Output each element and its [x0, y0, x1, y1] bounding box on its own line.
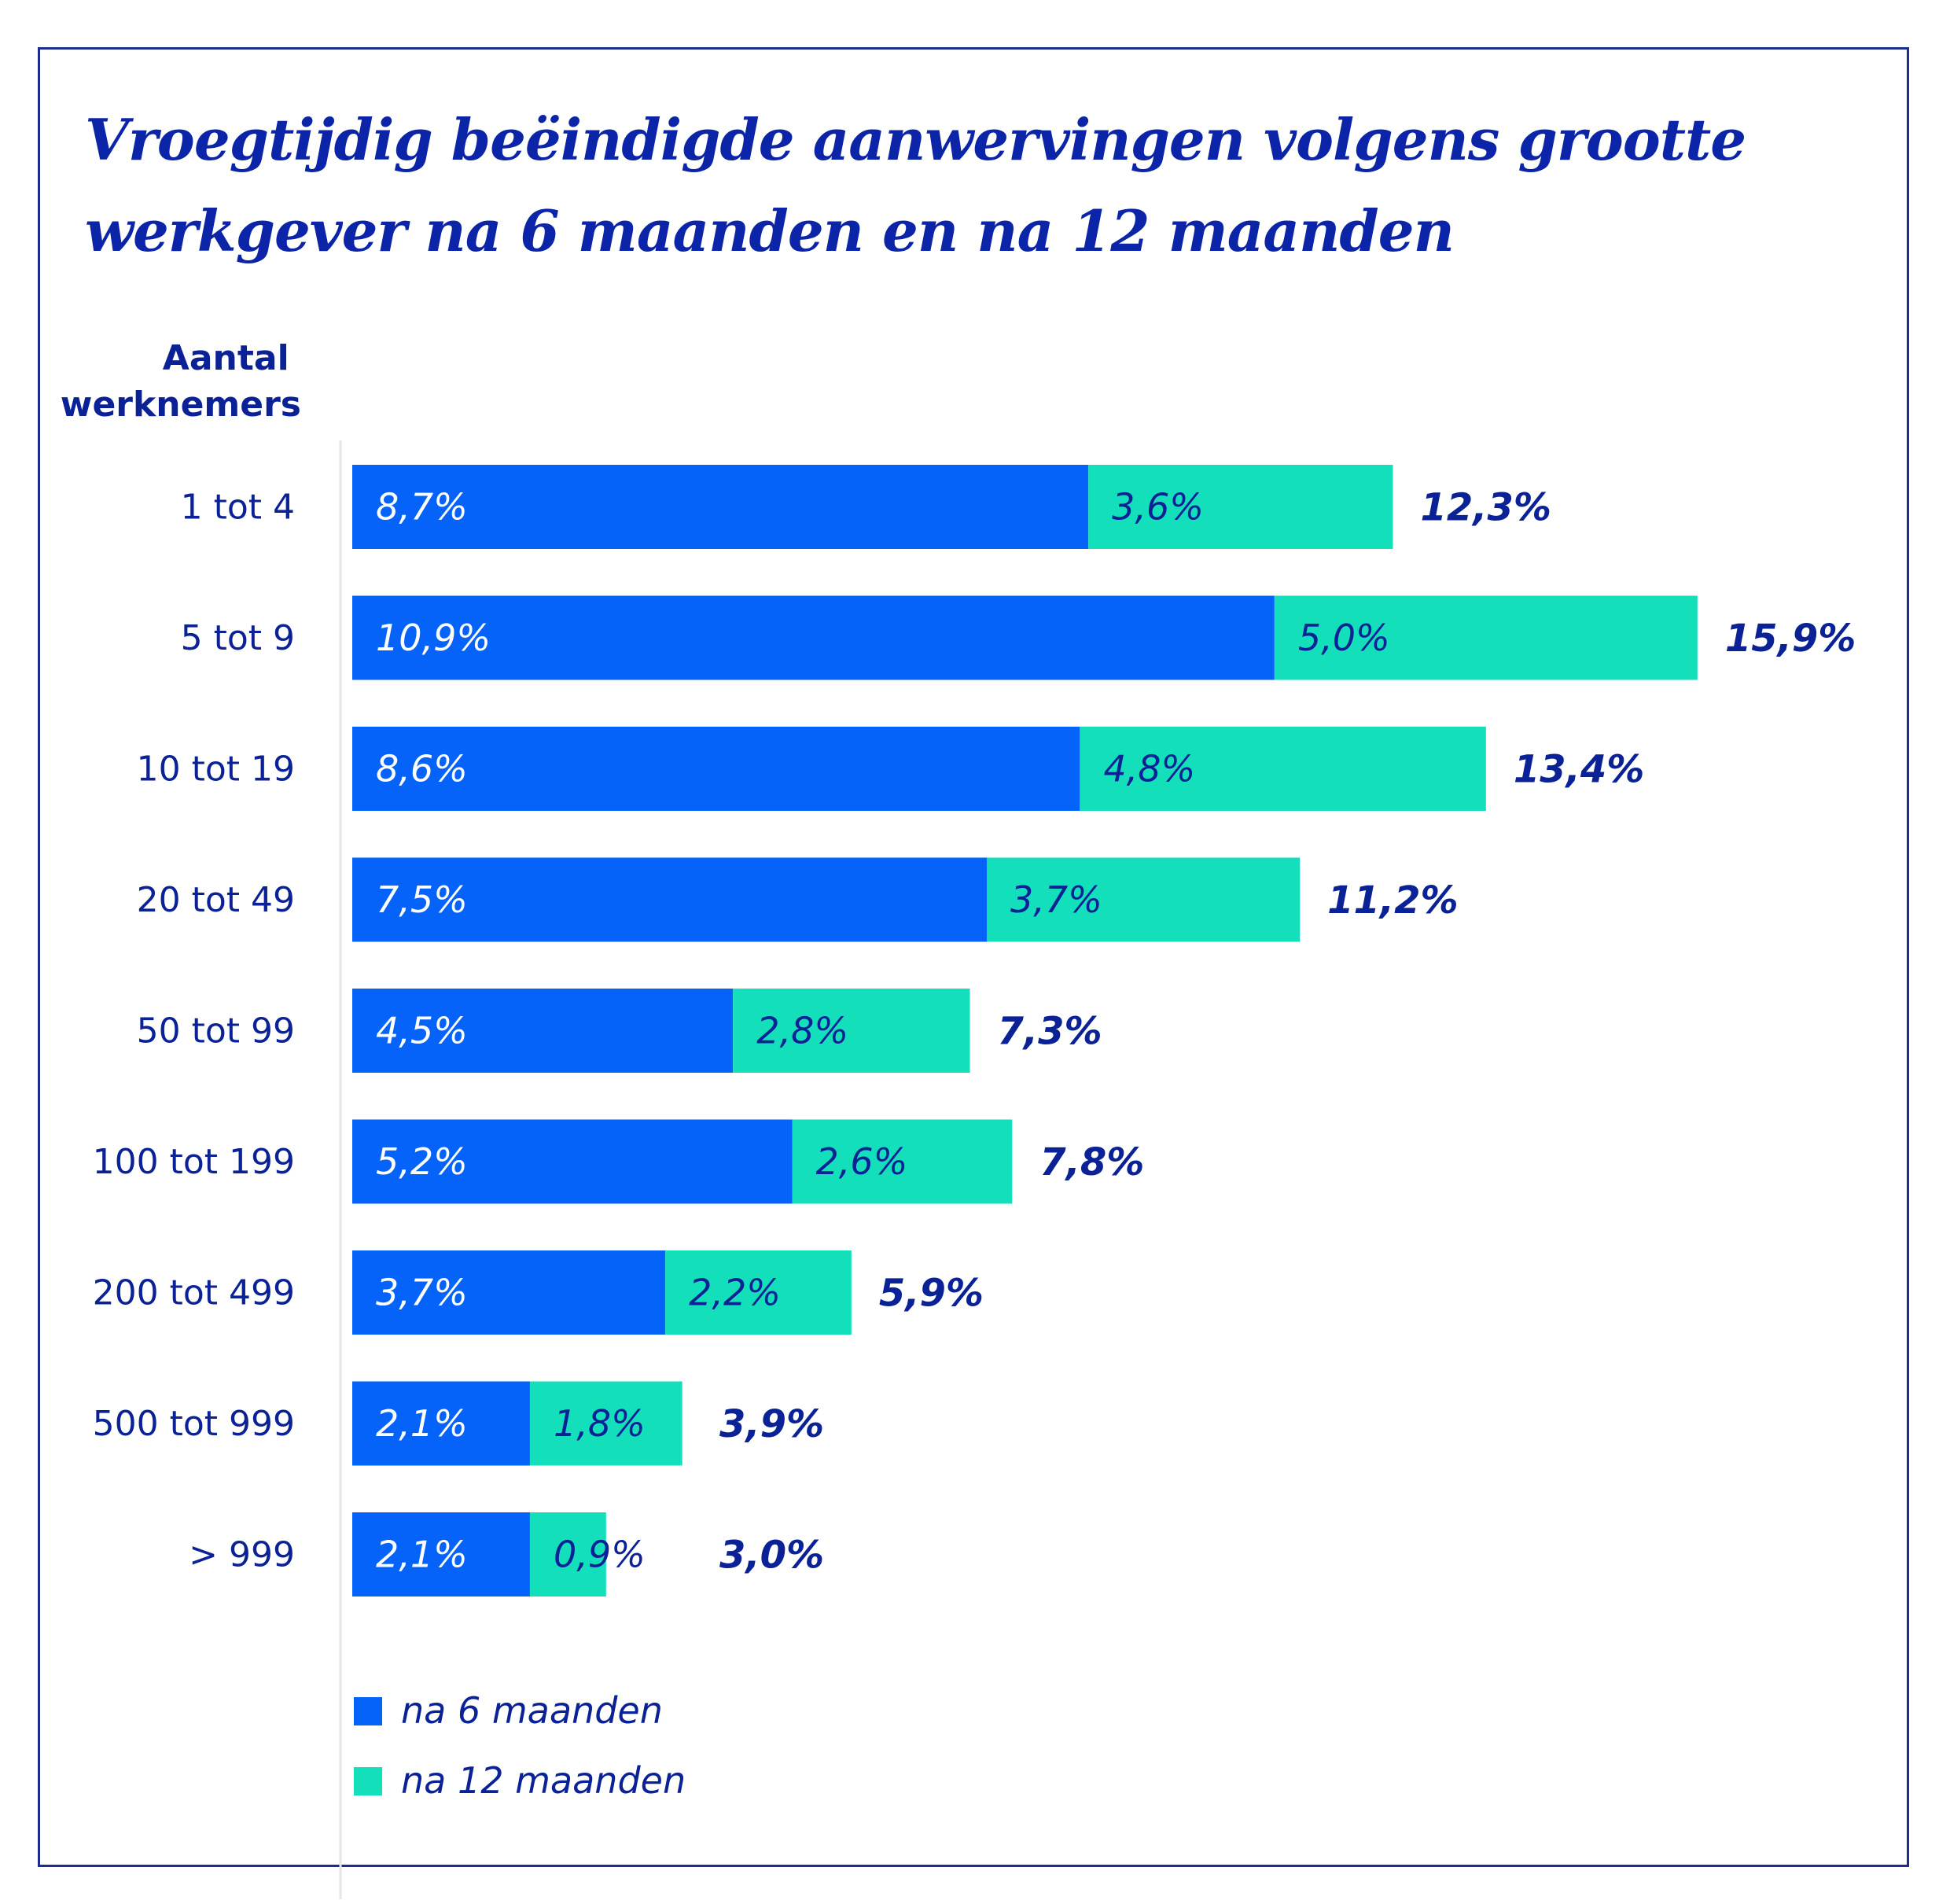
bar-segment-6-maanden [352, 1119, 793, 1204]
bar-total-label: 11,2% [1327, 878, 1459, 923]
bar-segment-12-maanden [665, 1250, 852, 1335]
bar-total-label: 13,4% [1514, 748, 1645, 792]
bar-segment-6-maanden [352, 989, 734, 1073]
bar-segment-12-maanden [792, 1119, 1013, 1204]
bar-segment-12-maanden [529, 1381, 682, 1466]
bar-total-label: 7,8% [1039, 1140, 1144, 1184]
bar-value-label-12-maanden: 2,6% [816, 1140, 908, 1183]
chart-title: Vroegtijdig beëindigde aanwervingen volg… [85, 106, 1746, 264]
y-axis-title-line-1: Aantal [163, 338, 289, 378]
category-label: 5 tot 9 [181, 618, 295, 658]
category-label: 50 tot 99 [137, 1011, 295, 1051]
bar-segment-12-maanden [529, 1512, 606, 1596]
legend-swatch [354, 1697, 382, 1725]
bar-segment-6-maanden [352, 1250, 666, 1335]
bar-segment-12-maanden [1080, 727, 1486, 811]
bar-segment-12-maanden [733, 989, 970, 1073]
bar-value-label-12-maanden: 0,9% [554, 1534, 646, 1576]
legend-label: na 12 maanden [401, 1759, 686, 1802]
bar-total-label: 15,9% [1725, 617, 1856, 661]
chart-frame [38, 47, 1909, 1867]
legend-label: na 6 maanden [401, 1689, 663, 1732]
category-label: 20 tot 49 [137, 880, 295, 920]
bar-segment-6-maanden [352, 465, 1089, 549]
bar-total-label: 3,0% [719, 1534, 824, 1578]
legend: na 6 maanden na 12 maanden [354, 1689, 686, 1802]
bar-value-label-6-maanden: 7,5% [376, 878, 468, 921]
category-label: 500 tot 999 [93, 1404, 295, 1444]
category-label: 100 tot 199 [93, 1142, 295, 1182]
bar-value-label-6-maanden: 2,1% [376, 1402, 468, 1445]
bar-segment-6-maanden [352, 727, 1080, 811]
bar-value-label-12-maanden: 5,0% [1298, 617, 1390, 659]
bar-segment-12-maanden [1274, 595, 1698, 680]
bar-segment-6-maanden [352, 857, 987, 942]
category-label: 200 tot 499 [93, 1273, 295, 1313]
category-label: 1 tot 4 [181, 488, 295, 528]
bar-total-label: 7,3% [997, 1010, 1102, 1054]
bar-total-label: 12,3% [1420, 486, 1551, 530]
bar-segment-12-maanden [987, 857, 1301, 942]
y-axis-title-line-2: werknemers [61, 385, 301, 425]
bar-value-label-6-maanden: 8,7% [376, 486, 468, 528]
bar-value-label-6-maanden: 10,9% [376, 617, 491, 659]
bar-total-label: 5,9% [879, 1272, 984, 1316]
bar-segment-6-maanden [352, 1381, 530, 1466]
category-label: > 999 [189, 1535, 295, 1575]
bar-segment-12-maanden [1088, 465, 1393, 549]
bar-total-label: 3,9% [719, 1402, 824, 1446]
bar-value-label-12-maanden: 2,2% [689, 1272, 781, 1314]
bar-segment-6-maanden [352, 595, 1275, 680]
bar-value-label-6-maanden: 4,5% [376, 1010, 468, 1052]
bar-value-label-12-maanden: 3,7% [1010, 878, 1102, 921]
bar-value-label-12-maanden: 1,8% [554, 1402, 646, 1445]
y-axis-title: Aantal werknemers [61, 338, 301, 425]
bar-value-label-12-maanden: 4,8% [1103, 748, 1195, 790]
bars-layer: 1 tot 4 8,7% 3,6% 12,3% 5 tot 9 10,9% 5,0% 15,9… [93, 465, 1856, 1596]
bar-value-label-6-maanden: 5,2% [376, 1140, 468, 1183]
bar-value-label-6-maanden: 8,6% [376, 748, 468, 790]
bar-value-label-12-maanden: 3,6% [1112, 486, 1204, 528]
bar-value-label-6-maanden: 3,7% [376, 1272, 468, 1314]
bar-segment-6-maanden [352, 1512, 530, 1596]
bar-value-label-12-maanden: 2,8% [756, 1010, 848, 1052]
category-label: 10 tot 19 [137, 749, 295, 790]
legend-swatch [354, 1767, 382, 1795]
bar-value-label-6-maanden: 2,1% [376, 1534, 468, 1576]
